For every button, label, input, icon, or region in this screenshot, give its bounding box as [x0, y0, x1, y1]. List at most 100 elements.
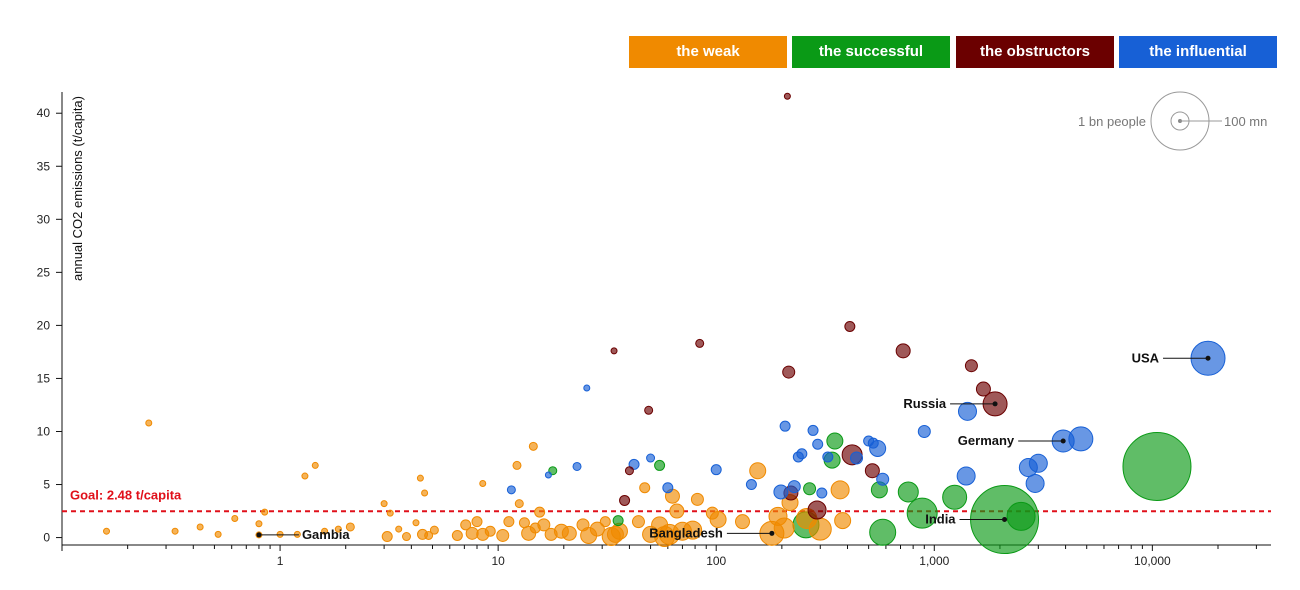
- data-point-influential: [1028, 453, 1048, 473]
- data-point-influential: [646, 453, 656, 463]
- data-point-weak: [261, 508, 269, 516]
- data-point-weak: [412, 519, 420, 527]
- data-point-weak: [514, 499, 524, 509]
- data-point-weak: [231, 514, 239, 522]
- data-point-obstructors: [964, 359, 978, 373]
- data-point-weak: [479, 479, 487, 487]
- data-point-influential: [773, 484, 789, 500]
- x-tick-label: 100: [706, 554, 726, 568]
- data-point-influential: [956, 466, 976, 486]
- data-point-influential: [816, 487, 828, 499]
- data-point-weak: [529, 522, 541, 534]
- data-point-weak: [293, 530, 301, 538]
- data-point-successful: [942, 484, 968, 510]
- annotation-label-india: India: [925, 512, 956, 527]
- data-point-weak: [589, 521, 605, 537]
- data-point-obstructors: [807, 500, 827, 520]
- data-point-weak: [599, 516, 611, 528]
- data-point-successful: [654, 459, 666, 471]
- data-point-weak: [451, 529, 463, 541]
- data-point-obstructors: [624, 466, 634, 476]
- data-point-influential: [850, 451, 864, 465]
- data-point-influential: [745, 479, 757, 491]
- axes: 1 10 100 1,000 10,000 0 5 10 15 20 25 30 35 40 annual …: [37, 92, 1271, 568]
- data-point-weak: [321, 527, 329, 535]
- data-point-weak: [576, 518, 590, 532]
- data-point-weak: [402, 532, 412, 542]
- data-point-influential: [812, 438, 824, 450]
- y-axis-label: annual CO2 emissions (t/capita): [70, 96, 85, 281]
- data-point-influential: [876, 472, 890, 486]
- data-point-weak: [429, 525, 439, 535]
- data-point-weak: [103, 527, 111, 535]
- data-point-weak: [669, 503, 685, 519]
- data-point-successful: [803, 482, 817, 496]
- data-point-weak: [639, 482, 651, 494]
- data-point-influential: [1025, 473, 1045, 493]
- data-point-obstructors: [895, 343, 911, 359]
- legend-label-weak: the weak: [676, 43, 740, 60]
- data-point-weak: [334, 525, 342, 533]
- data-point-weak: [631, 515, 645, 529]
- data-point-successful: [826, 432, 844, 450]
- legend-label-obstructors: the obstructors: [979, 43, 1090, 60]
- legend-button-weak[interactable]: the weak: [629, 36, 787, 68]
- data-point-weak: [416, 474, 424, 482]
- data-point-weak: [561, 525, 577, 541]
- data-point-obstructors: [695, 338, 705, 348]
- x-tick-label: 1,000: [919, 554, 949, 568]
- x-tick-label: 10,000: [1134, 554, 1171, 568]
- data-point-weak: [830, 480, 850, 500]
- data-point-weak: [518, 517, 530, 529]
- data-point-obstructors: [619, 494, 631, 506]
- legend-button-successful[interactable]: the successful: [792, 36, 950, 68]
- data-point-weak: [534, 506, 546, 518]
- legend-button-influential[interactable]: the influential: [1119, 36, 1277, 68]
- data-point-obstructors: [644, 405, 654, 415]
- data-point-influential: [572, 461, 582, 471]
- data-point-obstructors: [610, 347, 618, 355]
- data-point-weak: [512, 460, 522, 470]
- data-point-influential: [807, 424, 819, 436]
- annotation-label-russia: Russia: [903, 396, 946, 411]
- legend-button-obstructors[interactable]: the obstructors: [956, 36, 1114, 68]
- legend-label-influential: the influential: [1149, 43, 1247, 60]
- data-point-weak: [651, 516, 669, 534]
- data-point-weak: [705, 506, 719, 520]
- data-point-successful: [897, 481, 919, 503]
- data-point-weak: [171, 527, 179, 535]
- data-point-influential: [583, 384, 591, 392]
- data-point-weak: [735, 514, 751, 530]
- x-tick-label: 10: [491, 554, 505, 568]
- data-point-successful: [869, 518, 897, 546]
- y-tick-label: 20: [37, 318, 51, 332]
- data-point-weak: [460, 519, 472, 531]
- data-point-weak: [345, 522, 355, 532]
- data-point-weak: [395, 525, 403, 533]
- data-point-influential: [787, 480, 801, 494]
- annotations: Gambia Bangladesh India Germany Russia USA: [256, 350, 1211, 542]
- data-point-weak: [690, 492, 704, 506]
- data-point-obstructors: [782, 365, 796, 379]
- data-point-influential: [662, 482, 674, 494]
- data-point-weak: [380, 500, 388, 508]
- data-point-successful: [906, 497, 938, 529]
- data-point-weak: [276, 530, 284, 538]
- data-point-weak: [255, 520, 263, 528]
- annotation-label-bangladesh: Bangladesh: [649, 525, 723, 540]
- data-point-weak: [471, 516, 483, 528]
- x-tick-label: 1: [277, 554, 284, 568]
- data-point-obstructors: [783, 92, 791, 100]
- data-point-successful: [612, 515, 624, 527]
- data-point-weak: [381, 531, 393, 543]
- annotation-label-usa: USA: [1132, 350, 1160, 365]
- y-tick-label: 25: [37, 265, 51, 279]
- data-point-weak: [528, 441, 538, 451]
- data-point-weak: [503, 516, 515, 528]
- y-tick-label: 35: [37, 159, 51, 173]
- data-point-successful: [1122, 431, 1192, 501]
- data-point-influential: [779, 420, 791, 432]
- data-point-weak: [484, 525, 496, 537]
- data-point-weak: [768, 506, 788, 526]
